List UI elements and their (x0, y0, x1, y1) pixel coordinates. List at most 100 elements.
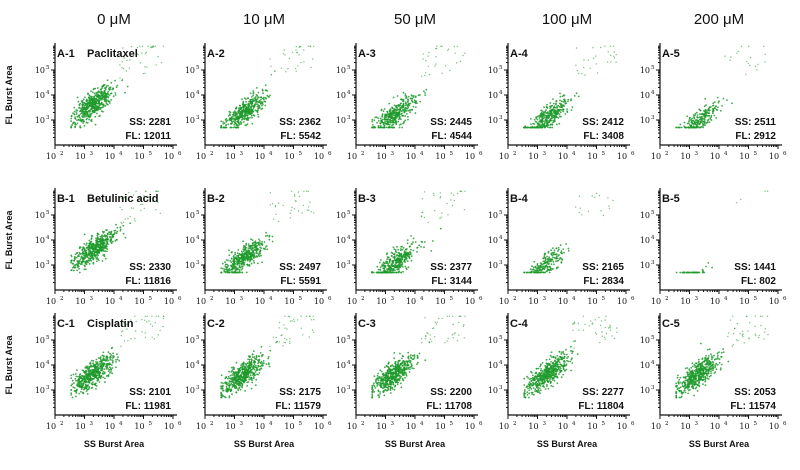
scatter-point (439, 196, 442, 198)
scatter-point (97, 258, 99, 260)
scatter-point (705, 104, 707, 106)
scatter-point (230, 261, 233, 264)
scatter-point (407, 115, 409, 118)
scatter-point (615, 54, 617, 56)
scatter-point (92, 257, 95, 260)
scatter-point (247, 243, 250, 246)
scatter-point (70, 125, 73, 128)
y-tick-exponent-3: 3 (651, 260, 655, 266)
x-tick-label-5: 10 (587, 152, 597, 161)
scatter-point (92, 250, 95, 253)
scatter-point (288, 57, 290, 60)
scatter-point (404, 119, 407, 122)
scatter-point (559, 99, 561, 102)
scatter-point (74, 266, 77, 269)
ss-value: SS: 2497 (279, 262, 321, 273)
scatter-point (257, 107, 260, 110)
scatter-point (225, 126, 228, 129)
scatter-point (411, 97, 414, 100)
scatter-point (542, 112, 545, 114)
scatter-point (90, 105, 93, 107)
scatter-point (90, 254, 92, 257)
scatter-point (256, 252, 259, 255)
scatter-point (251, 122, 254, 125)
scatter-point (530, 123, 532, 126)
scatter-point (78, 271, 81, 274)
scatter-point (401, 126, 404, 129)
scatter-point (688, 271, 691, 274)
scatter-point (604, 45, 606, 47)
scatter-point (550, 253, 553, 255)
scatter-point (246, 253, 249, 256)
scatter-point (129, 59, 131, 61)
scatter-point (225, 120, 228, 123)
scatter-point (578, 195, 581, 197)
scatter-point (259, 250, 262, 253)
scatter-point (79, 113, 82, 115)
scatter-point (79, 126, 82, 129)
scatter-point (400, 123, 402, 126)
scatter-point (86, 122, 89, 124)
scatter-point (414, 95, 417, 98)
scatter-point (83, 248, 86, 251)
scatter-point (396, 258, 398, 261)
scatter-point (105, 96, 108, 98)
ss-value: SS: 2165 (582, 262, 624, 273)
y-tick-label-4: 10 (640, 91, 650, 100)
scatter-point (690, 120, 693, 123)
scatter-point (228, 110, 231, 113)
scatter-point (675, 271, 678, 274)
scatter-point (235, 115, 238, 118)
scatter-point (91, 91, 94, 94)
scatter-point (543, 120, 545, 122)
scatter-point (73, 106, 76, 109)
scatter-point (538, 117, 541, 119)
scatter-point (222, 267, 224, 270)
scatter-point (313, 45, 315, 47)
scatter-point (749, 64, 751, 67)
scatter-point (383, 108, 386, 110)
scatter-point (269, 204, 271, 206)
scatter-point (101, 246, 104, 249)
scatter-point (409, 102, 412, 105)
scatter-point (241, 103, 244, 106)
scatter-point (83, 125, 86, 127)
scatter-point (441, 72, 443, 75)
scatter-point (385, 126, 388, 129)
scatter-point (103, 368, 106, 370)
scatter-point (123, 57, 125, 59)
scatter-point (103, 83, 105, 86)
scatter-point (716, 109, 719, 111)
scatter-point (575, 206, 577, 208)
scatter-point (97, 249, 100, 252)
scatter-point (400, 256, 403, 259)
scatter-point (246, 114, 249, 117)
scatter-point (550, 249, 552, 252)
scatter-point (731, 102, 733, 105)
scatter-point (381, 121, 383, 124)
scatter-point (594, 196, 596, 198)
scatter-point (400, 98, 402, 101)
scatter-point (119, 230, 122, 232)
scatter-point (103, 87, 106, 89)
scatter-point (379, 117, 382, 120)
scatter-point (549, 119, 552, 121)
scatter-point (240, 123, 242, 125)
scatter-point (691, 117, 693, 120)
scatter-point (95, 97, 98, 100)
scatter-point (227, 271, 229, 274)
scatter-point (233, 264, 236, 267)
scatter-point (560, 115, 562, 118)
scatter-point (133, 53, 135, 55)
scatter-point (402, 100, 405, 103)
scatter-point (271, 240, 274, 243)
scatter-point (257, 113, 259, 116)
scatter-point (89, 95, 92, 98)
scatter-point (251, 239, 254, 242)
x-tick-label-3: 10 (225, 297, 235, 306)
scatter-point (543, 114, 545, 116)
x-tick-label-6: 10 (465, 297, 475, 306)
scatter-point (107, 368, 109, 370)
scatter-point (155, 64, 157, 66)
